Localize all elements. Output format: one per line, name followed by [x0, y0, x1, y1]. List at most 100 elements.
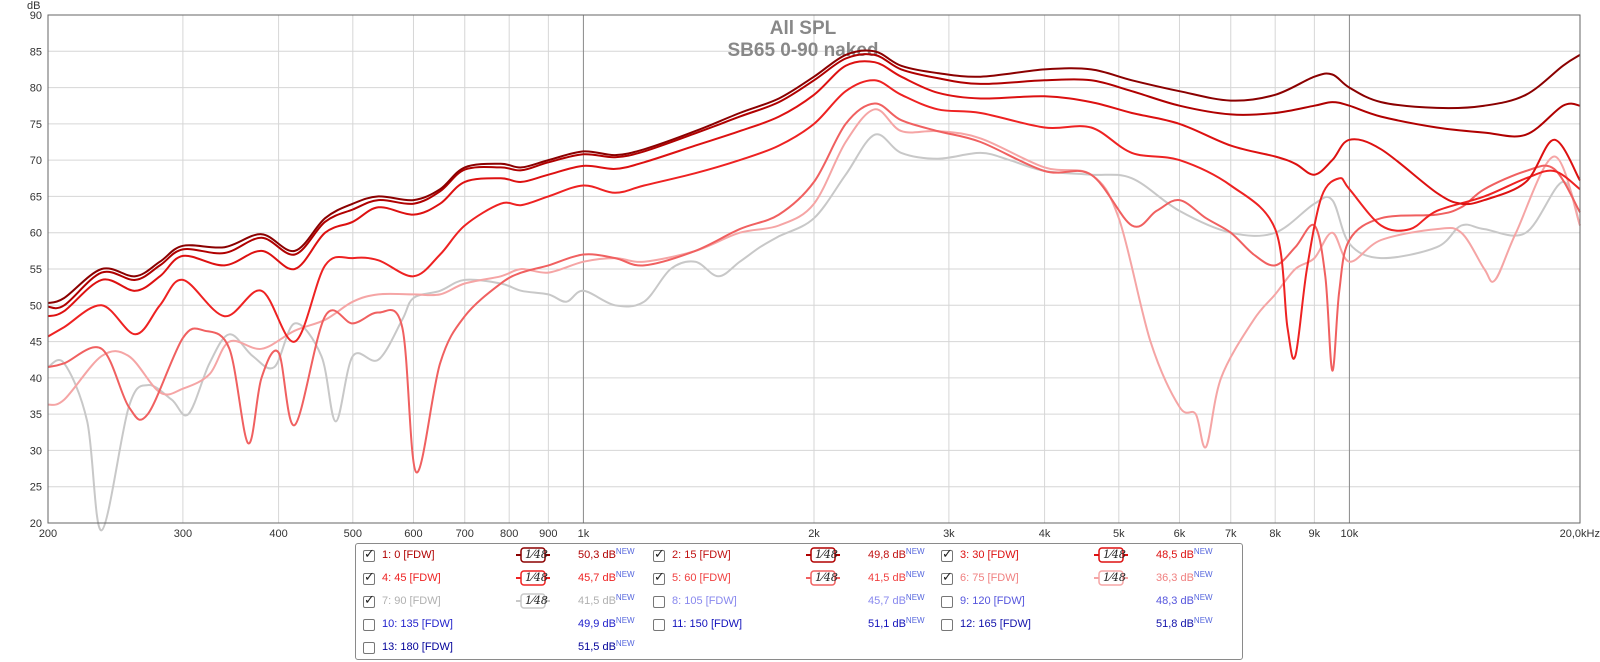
legend-checkbox[interactable]: [363, 642, 375, 654]
plot-border: [47, 14, 1581, 524]
legend-checkbox[interactable]: [941, 619, 953, 631]
y-axis-unit-label: dB: [27, 0, 40, 12]
legend-level: 41,5 dBNEW: [578, 593, 635, 607]
legend-checkbox[interactable]: [941, 570, 953, 585]
smoothing-button[interactable]: 1⁄48: [516, 570, 550, 586]
x-tick-label: 5k: [1113, 528, 1125, 540]
legend-item[interactable]: 12: 165 [FDW] 51,8 dBNEW: [934, 615, 1224, 638]
series-line: [47, 60, 1581, 318]
legend-level-value: 41,5 dB: [868, 572, 906, 584]
new-badge: NEW: [615, 593, 635, 602]
legend-level: 49,9 dBNEW: [578, 616, 635, 630]
y-tick-label: 65: [30, 191, 42, 203]
legend-checkbox[interactable]: [653, 547, 665, 562]
x-tick-label: 7k: [1225, 528, 1237, 540]
y-tick-label: 25: [30, 482, 42, 494]
y-tick-label: 35: [30, 409, 42, 421]
new-badge: NEW: [1193, 593, 1213, 602]
legend-level-value: 50,3 dB: [578, 549, 616, 561]
legend-item[interactable]: 11: 150 [FDW] 51,1 dBNEW: [646, 615, 936, 638]
x-tick-label: 200: [39, 528, 57, 540]
series-line: [47, 49, 1581, 305]
legend-label: 11: 150 [FDW]: [672, 618, 743, 630]
legend-item[interactable]: 4: 45 [FDW] 1⁄48 45,7 dBNEW: [356, 569, 646, 592]
legend-label: 13: 180 [FDW]: [382, 641, 453, 653]
y-tick-label: 75: [30, 119, 42, 131]
legend-checkbox[interactable]: [653, 596, 665, 608]
new-badge: NEW: [1193, 547, 1213, 556]
smoothing-button[interactable]: 1⁄48: [806, 547, 840, 563]
smoothing-button[interactable]: 1⁄48: [516, 593, 550, 609]
chart-title: All SPL: [770, 18, 837, 39]
legend-item[interactable]: 8: 105 [FDW] 45,7 dBNEW: [646, 592, 936, 615]
series-line: [47, 108, 1581, 449]
legend-label: 3: 30 [FDW]: [960, 549, 1019, 561]
legend-item[interactable]: 13: 180 [FDW] 51,5 dBNEW: [356, 638, 646, 661]
series-line: [47, 133, 1581, 532]
legend-checkbox[interactable]: [941, 547, 953, 562]
legend-label: 5: 60 [FDW]: [672, 572, 731, 584]
legend-item[interactable]: 10: 135 [FDW] 49,9 dBNEW: [356, 615, 646, 638]
x-tick-label: 300: [174, 528, 192, 540]
x-tick-label: 900: [539, 528, 557, 540]
legend-label: 10: 135 [FDW]: [382, 618, 453, 630]
legend-checkbox[interactable]: [653, 619, 665, 631]
smoothing-label: 1⁄48: [1103, 548, 1126, 561]
legend-level-value: 48,3 dB: [1156, 595, 1194, 607]
smoothing-button[interactable]: 1⁄48: [806, 570, 840, 586]
y-tick-label: 20: [30, 518, 42, 530]
legend-checkbox[interactable]: [363, 593, 375, 608]
legend-item[interactable]: 2: 15 [FDW] 1⁄48 49,8 dBNEW: [646, 546, 936, 569]
legend-level: 51,8 dBNEW: [1156, 616, 1213, 630]
x-tick-label: 10k: [1341, 528, 1359, 540]
legend-level: 51,5 dBNEW: [578, 639, 635, 653]
x-tick-label: 600: [404, 528, 422, 540]
x-tick-label: 2k: [808, 528, 820, 540]
x-tick-label: 20,0kHz: [1560, 528, 1600, 540]
smoothing-label: 1⁄48: [525, 548, 548, 561]
legend-item[interactable]: 6: 75 [FDW] 1⁄48 36,3 dBNEW: [934, 569, 1224, 592]
legend-level: 41,5 dBNEW: [868, 570, 925, 584]
legend-checkbox[interactable]: [363, 547, 375, 562]
smoothing-label: 1⁄48: [525, 594, 548, 607]
y-tick-label: 70: [30, 155, 42, 167]
legend-item[interactable]: 3: 30 [FDW] 1⁄48 48,5 dBNEW: [934, 546, 1224, 569]
legend-checkbox[interactable]: [363, 570, 375, 585]
legend-item[interactable]: 9: 120 [FDW] 48,3 dBNEW: [934, 592, 1224, 615]
legend-level-value: 49,9 dB: [578, 618, 616, 630]
legend-checkbox[interactable]: [653, 570, 665, 585]
new-badge: NEW: [615, 570, 635, 579]
legend-level-value: 49,8 dB: [868, 549, 906, 561]
legend-level-value: 45,7 dB: [868, 595, 906, 607]
x-tick-label: 9k: [1309, 528, 1321, 540]
smoothing-button[interactable]: 1⁄48: [1094, 547, 1128, 563]
x-tick-label: 4k: [1039, 528, 1051, 540]
legend-checkbox[interactable]: [363, 619, 375, 631]
x-tick-label: 500: [344, 528, 362, 540]
x-tick-label: 1k: [578, 528, 590, 540]
spl-chart: 20 25 30 35 40 45 50 55 60 65 70 75 80 85 90 200 300 400 5…: [27, 0, 1600, 540]
series-line: [47, 53, 1581, 310]
smoothing-button[interactable]: 1⁄48: [516, 547, 550, 563]
legend-item[interactable]: 7: 90 [FDW] 1⁄48 41,5 dBNEW: [356, 592, 646, 615]
new-badge: NEW: [905, 547, 925, 556]
x-tick-label: 8k: [1269, 528, 1281, 540]
legend-level-value: 48,5 dB: [1156, 549, 1194, 561]
legend-label: 2: 15 [FDW]: [672, 549, 731, 561]
legend-item[interactable]: 1: 0 [FDW] 1⁄48 50,3 dBNEW: [356, 546, 646, 569]
axis-ticks: 20 25 30 35 40 45 50 55 60 65 70 75 80 85 90 200 300 400 5…: [30, 10, 1600, 540]
legend-level: 51,1 dBNEW: [868, 616, 925, 630]
new-badge: NEW: [905, 593, 925, 602]
y-tick-label: 60: [30, 228, 42, 240]
legend-label: 6: 75 [FDW]: [960, 572, 1019, 584]
x-tick-label: 400: [269, 528, 287, 540]
legend-item[interactable]: 5: 60 [FDW] 1⁄48 41,5 dBNEW: [646, 569, 936, 592]
smoothing-label: 1⁄48: [815, 571, 838, 584]
legend-label: 8: 105 [FDW]: [672, 595, 737, 607]
y-tick-label: 90: [30, 10, 42, 22]
y-tick-label: 45: [30, 337, 42, 349]
legend-checkbox[interactable]: [941, 596, 953, 608]
smoothing-button[interactable]: 1⁄48: [1094, 570, 1128, 586]
legend-label: 1: 0 [FDW]: [382, 549, 435, 561]
